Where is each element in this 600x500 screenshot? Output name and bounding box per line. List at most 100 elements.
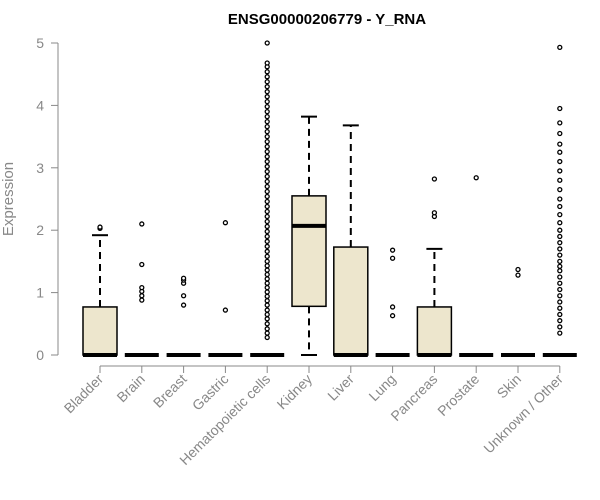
outlier-point (180, 293, 187, 299)
outlier-point (264, 108, 270, 115)
outlier-point (557, 274, 563, 280)
x-tick-label: Skin (494, 371, 525, 402)
outlier-point (557, 105, 563, 112)
outlier-point (139, 284, 145, 291)
outlier-point (264, 298, 270, 304)
outlier-point (180, 275, 187, 281)
outlier-point (264, 60, 270, 66)
outlier-point (389, 247, 396, 253)
x-tick-label: Breast (150, 371, 190, 411)
outlier-point (264, 173, 270, 180)
outlier-point (389, 304, 396, 310)
outlier-point (264, 113, 270, 120)
outlier-point (264, 213, 270, 220)
y-axis-label: Expression (0, 162, 17, 236)
outlier-point (264, 271, 270, 278)
outlier-point (264, 158, 270, 165)
outlier-point (139, 221, 145, 227)
chart-title: ENSG00000206779 - Y_RNA (228, 11, 426, 28)
x-tick-label: Prostate (434, 371, 482, 419)
outlier-point (515, 272, 521, 278)
outlier-point (264, 143, 270, 150)
outlier-point (222, 220, 229, 226)
outlier-point (264, 223, 270, 230)
box-group (208, 220, 243, 357)
outlier-point (557, 324, 563, 330)
box-group (416, 176, 453, 357)
outlier-point (264, 153, 270, 160)
outlier-point (97, 224, 103, 230)
outlier-point (264, 293, 270, 299)
box-group (166, 275, 201, 357)
box-group (250, 40, 285, 357)
outlier-point (557, 196, 563, 202)
box-group (124, 221, 159, 357)
outlier-point (264, 334, 270, 341)
outlier-point (139, 297, 145, 303)
outlier-point (264, 238, 270, 245)
outlier-point (557, 246, 563, 252)
outlier-point (264, 193, 270, 200)
box-iqr (416, 306, 453, 356)
box-group (501, 266, 535, 357)
outlier-point (557, 305, 563, 311)
box-group (291, 115, 327, 356)
outlier-point (264, 198, 270, 205)
outlier-point (264, 330, 270, 336)
outlier-point (557, 220, 563, 226)
outlier-point (180, 302, 187, 308)
outlier-point (264, 307, 270, 313)
outlier-point (264, 138, 270, 145)
box-group (82, 224, 118, 357)
outlier-point (557, 227, 563, 233)
outlier-point (557, 186, 563, 193)
outlier-point (557, 233, 563, 240)
outlier-point (264, 311, 270, 318)
outlier-point (557, 280, 563, 286)
x-tick-label: Lung (365, 371, 398, 404)
outlier-point (264, 243, 270, 250)
box-group (459, 175, 494, 357)
outlier-point (264, 178, 270, 185)
y-axis: 0 1 2 3 4 5 (36, 35, 59, 363)
outlier-point (139, 261, 145, 268)
outlier-point (473, 175, 479, 181)
outlier-point (557, 268, 563, 274)
outlier-point (264, 267, 270, 273)
outlier-point (557, 330, 563, 336)
outlier-point (557, 141, 563, 147)
outlier-point (389, 313, 396, 319)
outlier-point (557, 263, 563, 270)
outlier-point (557, 299, 563, 305)
x-tick-label: Unknown / Other (480, 371, 566, 457)
outlier-point (139, 293, 145, 299)
outlier-point (264, 289, 270, 295)
outlier-point (264, 40, 270, 46)
outlier-point (264, 280, 270, 286)
x-tick-label: Kidney (274, 371, 316, 413)
outlier-point (557, 258, 563, 265)
y-tick-label: 2 (36, 222, 44, 238)
outlier-point (264, 203, 270, 210)
outlier-point (557, 240, 563, 246)
box-iqr (333, 246, 369, 356)
box-group (542, 44, 577, 357)
outlier-point (264, 276, 270, 282)
box-group (375, 247, 410, 357)
outlier-point (389, 255, 396, 261)
outlier-point (264, 188, 270, 195)
outlier-point (431, 176, 438, 182)
outlier-point (264, 253, 270, 260)
outlier-point (264, 133, 270, 140)
outlier-point (557, 177, 563, 183)
y-tick-label: 1 (36, 285, 44, 301)
outlier-point (515, 266, 521, 273)
outlier-point (431, 210, 438, 216)
x-tick-label: Brain (113, 371, 147, 405)
outlier-point (557, 44, 563, 51)
outlier-point (264, 89, 270, 95)
box-series (82, 40, 577, 357)
x-tick-label: Liver (324, 371, 357, 404)
outlier-point (264, 148, 270, 155)
